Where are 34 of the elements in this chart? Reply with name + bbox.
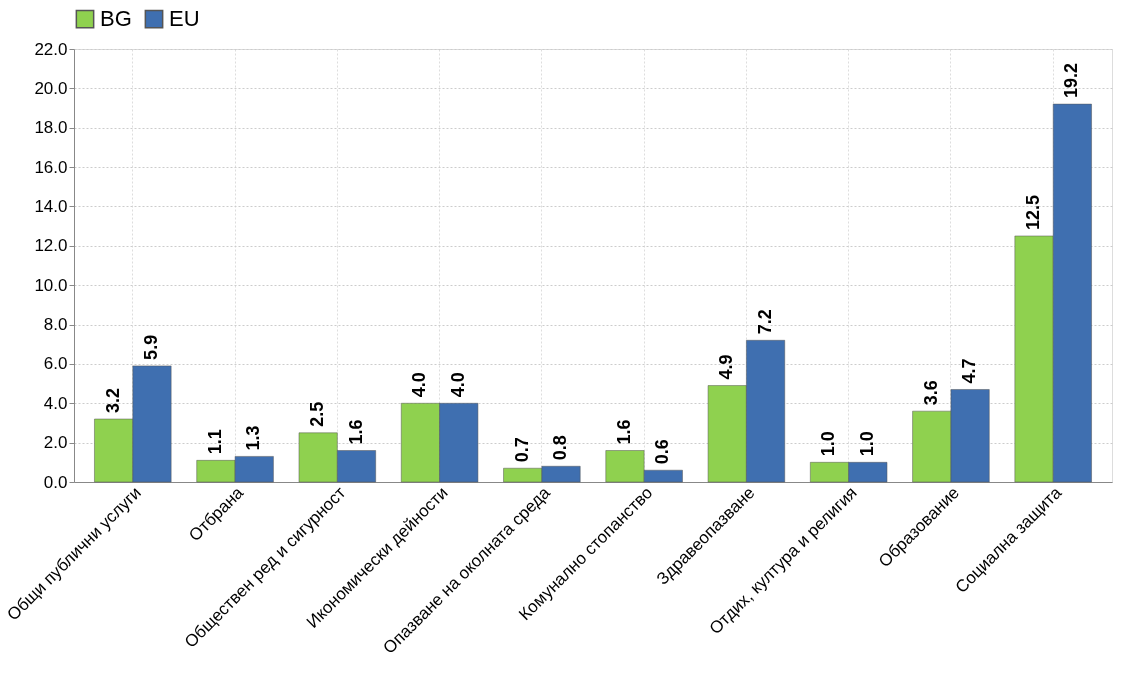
y-tick-label: 4.0	[43, 393, 68, 413]
legend-label: EU	[169, 6, 200, 32]
y-tick-label: 14.0	[34, 196, 68, 216]
data-label: 4.7	[959, 358, 980, 384]
data-label: 19.2	[1061, 63, 1082, 99]
y-tick-label: 20.0	[34, 78, 68, 98]
data-label: 1.0	[818, 431, 839, 457]
y-tick-label: 16.0	[34, 157, 68, 177]
data-label: 5.9	[140, 334, 161, 360]
data-label: 3.6	[920, 380, 941, 406]
data-label: 4.0	[447, 372, 468, 398]
y-tick-label: 2.0	[43, 433, 68, 453]
data-label: 0.8	[550, 435, 571, 461]
data-label: 2.5	[307, 401, 328, 427]
data-label: 1.3	[243, 425, 264, 451]
data-label: 12.5	[1023, 194, 1044, 230]
y-tick-label: 12.0	[34, 236, 68, 256]
y-tick-label: 6.0	[43, 354, 68, 374]
y-tick-label: 22.0	[34, 39, 68, 59]
data-label: 0.6	[652, 439, 673, 465]
data-label: 1.6	[613, 419, 634, 445]
data-label: 4.0	[409, 372, 430, 398]
data-label: 1.6	[345, 419, 366, 445]
y-tick-label: 10.0	[34, 275, 68, 295]
y-tick-label: 0.0	[43, 472, 68, 492]
data-label: 3.2	[102, 387, 123, 414]
data-label: 4.9	[716, 354, 737, 380]
data-label: 1.0	[856, 431, 877, 457]
data-label: 7.2	[754, 309, 775, 335]
data-label: 1.1	[204, 429, 225, 455]
y-tick-label: 18.0	[34, 118, 68, 138]
y-tick-label: 8.0	[43, 315, 68, 335]
data-label: 0.7	[511, 437, 532, 463]
legend-label: BG	[100, 6, 132, 32]
